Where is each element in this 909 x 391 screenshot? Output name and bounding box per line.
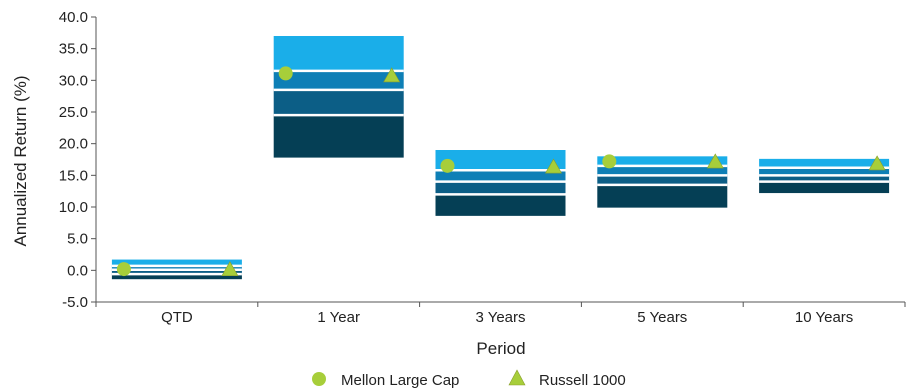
- band-qtd-q2: [111, 265, 242, 270]
- band-10-years-q4: [759, 181, 890, 194]
- mellon-large-cap-marker-1-year: [278, 66, 293, 81]
- band-1-year-q4: [273, 115, 404, 158]
- band-5-years-q3: [597, 175, 728, 185]
- band-3-years-q1: [435, 150, 566, 171]
- x-tick-label-qtd: QTD: [161, 309, 193, 326]
- y-tick-labels: -5.0 0.0 5.0 10.0 15.0 20.0 25.0 30.0 35.0 40.0: [59, 9, 88, 311]
- legend-label-russell-1000: Russell 1000: [539, 372, 626, 389]
- y-tick-label: 20.0: [59, 136, 88, 153]
- band-5-years: [597, 156, 728, 208]
- x-tick-labels: QTD 1 Year 3 Years 5 Years 10 Years: [161, 309, 853, 326]
- russell-1000-marker-5-years: [706, 153, 724, 169]
- russell-1000-marker-10-years: [868, 155, 886, 171]
- mellon-large-cap-marker-5-years: [602, 154, 617, 169]
- x-tick-label-1-year: 1 Year: [317, 309, 360, 326]
- y-tick-label: 35.0: [59, 41, 88, 58]
- band-1-year-q2: [273, 70, 404, 90]
- y-tick-label: 40.0: [59, 9, 88, 26]
- band-5-years-q1: [597, 156, 728, 166]
- y-tick-label: 5.0: [67, 231, 88, 248]
- legend-marker-russell-1000: [508, 369, 526, 386]
- y-tick-label: 10.0: [59, 199, 88, 216]
- y-axis-title: Annualized Return (%): [11, 75, 30, 246]
- mellon-large-cap-marker-3-years: [440, 158, 455, 173]
- y-tick-label: 25.0: [59, 104, 88, 121]
- x-tick-label-10-years: 10 Years: [795, 309, 853, 326]
- legend-label-mellon-large-cap: Mellon Large Cap: [341, 372, 459, 389]
- band-1-year-q1: [273, 36, 404, 71]
- band-10-years-q3: [759, 175, 890, 182]
- russell-1000-marker-1-year: [383, 67, 401, 83]
- band-3-years-q4: [435, 194, 566, 216]
- band-qtd: [111, 259, 242, 280]
- band-10-years-q1: [759, 158, 890, 168]
- y-tick-label: 15.0: [59, 167, 88, 184]
- x-tick-label-3-years: 3 Years: [475, 309, 525, 326]
- mellon-large-cap-marker-qtd: [116, 262, 131, 277]
- band-10-years-q2: [759, 167, 890, 176]
- legend-marker-mellon-large-cap: [312, 372, 326, 386]
- band-qtd-q4: [111, 274, 242, 280]
- band-5-years-q4: [597, 184, 728, 208]
- y-tick-label: -5.0: [62, 294, 88, 311]
- band-3-years-q3: [435, 181, 566, 195]
- y-tick-label: 30.0: [59, 72, 88, 89]
- band-3-years-q2: [435, 170, 566, 182]
- band-5-years-q2: [597, 165, 728, 176]
- percentile-bands: [111, 36, 890, 280]
- y-tick-label: 0.0: [67, 262, 88, 279]
- russell-1000-marker-qtd: [221, 261, 239, 277]
- x-tick-label-5-years: 5 Years: [637, 309, 687, 326]
- legend: Mellon Large Cap Russell 1000: [312, 369, 626, 389]
- band-3-years: [435, 150, 566, 216]
- x-axis-title: Period: [476, 339, 525, 358]
- band-qtd-q1: [111, 259, 242, 266]
- band-1-year: [273, 36, 404, 158]
- band-qtd-q3: [111, 269, 242, 275]
- data-markers: [116, 66, 886, 277]
- band-10-years: [759, 158, 890, 194]
- russell-1000-marker-3-years: [544, 158, 563, 174]
- axes: [91, 16, 906, 307]
- band-1-year-q3: [273, 89, 404, 116]
